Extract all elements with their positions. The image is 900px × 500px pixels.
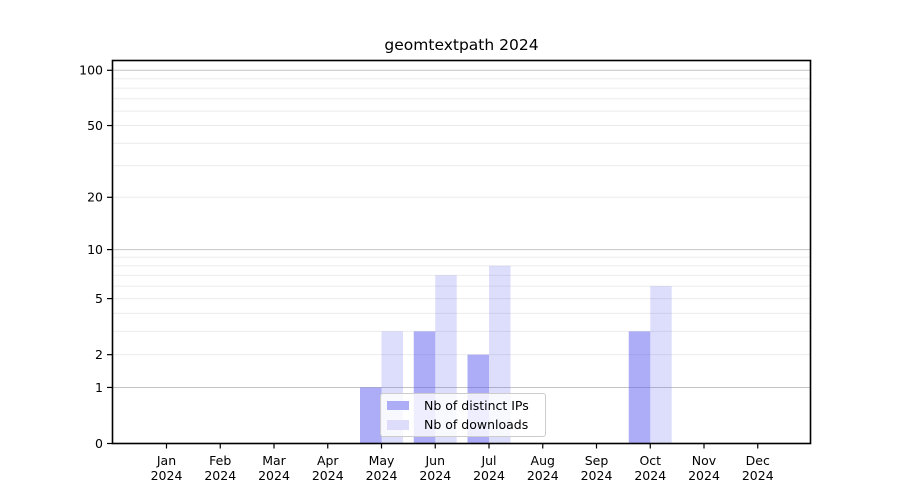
chart-title: geomtextpath 2024	[384, 36, 539, 54]
legend-swatch-downloads	[387, 420, 409, 430]
legend-item-distinct-ips: Nb of distinct IPs	[387, 397, 539, 414]
legend-label-distinct-ips: Nb of distinct IPs	[424, 397, 529, 413]
x-tick-sublabel-oct: 2024	[634, 468, 666, 483]
y-tick-label-5: 5	[95, 291, 103, 306]
y-tick-label-20: 20	[87, 190, 103, 205]
x-tick-sublabel-jan: 2024	[151, 468, 183, 483]
x-tick-label-jan: Jan	[156, 453, 176, 468]
x-tick-sublabel-mar: 2024	[258, 468, 290, 483]
x-tick-label-nov: Nov	[692, 453, 717, 468]
y-tick-label-2: 2	[95, 347, 103, 362]
x-tick-sublabel-dec: 2024	[742, 468, 774, 483]
x-tick-label-feb: Feb	[209, 453, 231, 468]
legend-item-downloads: Nb of downloads	[387, 417, 539, 434]
x-tick-label-mar: Mar	[262, 453, 286, 468]
y-tick-label-1: 1	[95, 380, 103, 395]
y-tick-label-0: 0	[95, 436, 103, 451]
plot-border	[111, 59, 812, 445]
legend-label-downloads: Nb of downloads	[424, 417, 529, 433]
x-tick-sublabel-feb: 2024	[204, 468, 236, 483]
legend-swatch-distinct-ips	[387, 400, 409, 410]
x-tick-sublabel-sep: 2024	[581, 468, 613, 483]
bar-downloads-oct	[650, 286, 672, 444]
x-tick-sublabel-aug: 2024	[527, 468, 559, 483]
x-tick-sublabel-jul: 2024	[473, 468, 505, 483]
chart-legend: Nb of distinct IPs Nb of downloads	[380, 393, 546, 437]
x-tick-label-oct: Oct	[639, 453, 661, 468]
x-tick-label-jul: Jul	[480, 453, 496, 468]
y-tick-label-10: 10	[87, 242, 103, 257]
bar-distinct-ips-oct	[628, 331, 651, 444]
x-tick-sublabel-may: 2024	[366, 468, 398, 483]
y-tick-label-50: 50	[87, 118, 103, 133]
x-tick-sublabel-nov: 2024	[688, 468, 720, 483]
y-tick-label-100: 100	[79, 63, 103, 78]
x-tick-label-apr: Apr	[317, 453, 339, 468]
x-tick-label-sep: Sep	[585, 453, 609, 468]
x-tick-sublabel-jun: 2024	[419, 468, 451, 483]
x-tick-sublabel-apr: 2024	[312, 468, 344, 483]
x-tick-label-jun: Jun	[424, 453, 445, 468]
x-tick-label-dec: Dec	[746, 453, 770, 468]
x-tick-label-aug: Aug	[531, 453, 555, 468]
bar-distinct-ips-may	[360, 387, 382, 444]
x-tick-label-may: May	[369, 453, 395, 468]
